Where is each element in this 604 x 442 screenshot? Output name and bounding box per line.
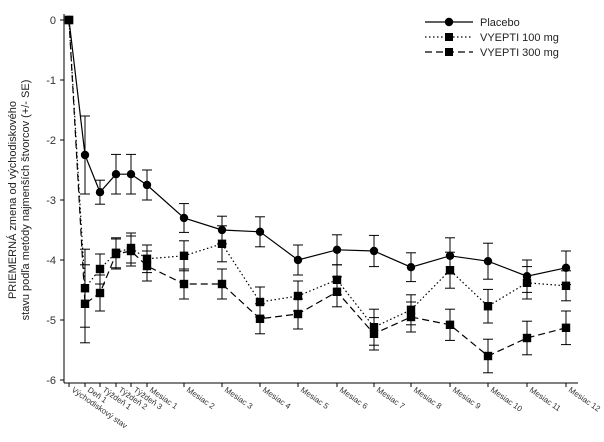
data-point	[369, 246, 379, 256]
data-point	[293, 309, 303, 319]
data-point	[80, 299, 90, 308]
y-tick-label: -2	[46, 135, 56, 147]
data-point	[179, 251, 189, 260]
x-tick-label: Mesiac 12	[567, 385, 602, 414]
legend-label: VYEPTI 300 mg	[480, 47, 559, 59]
x-tick-label: Mesiac 10	[489, 385, 524, 414]
x-tick-label: Mesiac 9	[451, 385, 483, 411]
data-point	[95, 188, 105, 197]
y-tick-label: -1	[46, 75, 56, 87]
series-vyepti-300-mg	[64, 15, 571, 374]
legend: Placebo VYEPTI 100 mg VYEPTI 300 mg	[425, 17, 559, 59]
data-point	[111, 170, 121, 179]
data-point	[179, 279, 189, 289]
x-tick-label: Mesiac 5	[299, 385, 331, 411]
y-axis-label: PRIEMERNÁ zmena od východiskovéhostavu p…	[6, 80, 32, 321]
data-point	[561, 323, 571, 332]
data-point	[293, 291, 303, 301]
data-point	[217, 239, 227, 248]
data-point	[217, 279, 227, 289]
legend-label: Placebo	[480, 17, 520, 29]
data-point	[522, 278, 532, 287]
x-tick-label: Mesiac 11	[528, 385, 563, 413]
data-point	[126, 170, 136, 179]
data-point	[293, 255, 303, 265]
data-point	[255, 297, 265, 307]
data-point	[126, 246, 136, 256]
x-tick-label: Mesiac 8	[412, 385, 444, 411]
data-point	[332, 287, 342, 296]
data-point	[483, 351, 493, 361]
data-point	[95, 288, 105, 298]
x-tick-label: Mesiac 7	[375, 385, 407, 411]
data-point	[406, 263, 416, 272]
data-point	[255, 314, 265, 323]
y-axis: 0 -1 -2 -3 -4 -5 -6	[46, 14, 65, 387]
data-point	[332, 245, 342, 254]
x-tick-label: Mesiac 2	[185, 385, 217, 411]
data-point	[255, 227, 265, 236]
data-point	[142, 261, 152, 271]
y-tick-label: -3	[46, 195, 56, 207]
data-point	[179, 213, 189, 223]
data-point	[111, 249, 121, 259]
data-point	[561, 263, 571, 272]
data-point	[445, 266, 455, 275]
legend-label: VYEPTI 100 mg	[480, 32, 559, 44]
data-point	[483, 257, 493, 266]
x-tick-label: Mesiac 3	[223, 385, 255, 411]
legend-marker	[445, 48, 453, 56]
data-point	[142, 180, 152, 190]
x-tick-label: Mesiac 4	[261, 385, 293, 411]
data-point	[64, 15, 74, 25]
data-point	[80, 150, 90, 160]
data-point	[369, 329, 379, 338]
series-placebo	[64, 15, 571, 293]
data-point	[561, 281, 571, 290]
series-layer	[64, 15, 571, 374]
y-tick-label: -5	[46, 315, 56, 327]
x-tick-label: Mesiac 6	[338, 385, 370, 411]
y-tick-label: 0	[50, 15, 56, 27]
data-point	[406, 312, 416, 322]
legend-marker	[445, 33, 453, 41]
data-point	[445, 320, 455, 329]
y-tick-label: -6	[46, 375, 56, 387]
data-point	[483, 302, 493, 311]
y-tick-label: -4	[46, 255, 56, 267]
legend-marker	[444, 17, 454, 27]
data-point	[522, 333, 532, 343]
data-point	[95, 264, 105, 274]
